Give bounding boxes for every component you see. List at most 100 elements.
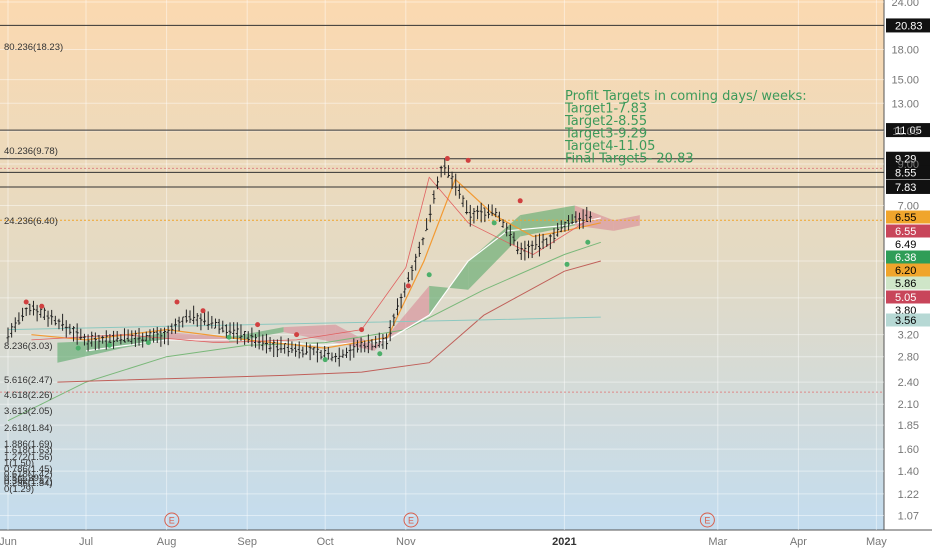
profit-target-annotation: Final Target5- 20.83 — [565, 152, 694, 167]
earnings-marker: E — [699, 512, 715, 528]
earnings-circle — [403, 512, 419, 528]
target-level-label: 20.83 — [895, 20, 923, 32]
y-tick-label: 1.85 — [898, 420, 919, 432]
x-tick-label: Apr — [790, 536, 807, 548]
target-level-badge-bg — [886, 18, 930, 33]
profit-target-annotation: Profit Targets in coming days/ weeks: — [565, 89, 807, 104]
ichimoku-cloud-segment — [613, 215, 640, 231]
price-badge-bg — [886, 276, 930, 290]
x-tick-label: Sep — [237, 536, 257, 548]
parabolic-sar-dot — [564, 261, 570, 267]
fib-level-label: 1(1.50) — [4, 458, 34, 469]
fib-level-label: 8.236(3.03) — [4, 341, 53, 352]
earnings-label: E — [704, 516, 710, 526]
fib-level-label: 0(1.29) — [4, 484, 34, 495]
parabolic-sar-dot — [585, 239, 591, 245]
parabolic-sar-dot — [405, 283, 411, 289]
profit-target-annotation: Target1-7.83 — [564, 102, 647, 117]
y-tick-label: 2.40 — [898, 377, 919, 389]
fib-level-label: 3.613(2.05) — [4, 406, 53, 417]
y-tick-label: 11.00 — [892, 126, 919, 138]
target-level-badge: 11.05 — [886, 123, 930, 138]
price-badge-label: 6.38 — [895, 252, 916, 264]
y-tick-label: 9.00 — [898, 159, 919, 171]
y-tick-label: 24.00 — [891, 0, 919, 9]
price-badge-label: 5.05 — [895, 292, 916, 304]
profit-target-annotation: Target2-8.55 — [564, 114, 647, 129]
target-level-label: 11.05 — [895, 125, 922, 137]
target-level-badge-bg — [886, 179, 930, 194]
parabolic-sar-dot — [377, 351, 383, 357]
target-level-badge-bg — [886, 165, 930, 180]
y-tick-label: 7.00 — [898, 200, 919, 212]
moving-average-green — [7, 241, 601, 422]
fib-level-label: 0.5(1.39) — [4, 473, 42, 484]
price-badge-bg — [886, 290, 930, 304]
profit-target-annotation: Target4-11.05 — [564, 139, 655, 154]
time-axis-panel — [0, 530, 932, 550]
price-badge-label: 5.86 — [895, 278, 916, 290]
fib-level-label: 4.618(2.26) — [4, 390, 53, 401]
parabolic-sar-dot — [465, 157, 471, 163]
price-badge: 6.38 — [886, 250, 930, 264]
target-level-badge: 7.83 — [886, 179, 930, 194]
fib-level-label: 80.236(18.23) — [4, 42, 63, 53]
price-badge: 3.56 — [886, 313, 930, 327]
target-level-badge: 20.83 — [886, 18, 930, 33]
target-level-badge: 9.29 — [886, 151, 930, 166]
parabolic-sar-dot — [517, 198, 523, 204]
ichimoku-cloud-segment — [229, 327, 284, 343]
price-badge-label: 6.55 — [895, 226, 916, 238]
target-level-label: 8.55 — [895, 167, 916, 179]
x-tick-label: Jul — [79, 536, 93, 548]
earnings-marker: E — [403, 512, 419, 528]
earnings-circle — [699, 512, 715, 528]
fib-level-label: 40.236(9.78) — [4, 146, 58, 157]
x-tick-label: Aug — [157, 536, 177, 548]
price-badge-label: 3.56 — [895, 315, 916, 327]
moving-average-white — [85, 217, 601, 352]
y-tick-label: 2.10 — [898, 399, 919, 411]
price-badge-bg — [886, 313, 930, 327]
earnings-circle — [164, 512, 180, 528]
x-tick-label: Nov — [396, 536, 416, 548]
y-tick-label: 1.40 — [898, 466, 919, 478]
y-tick-label: 3.20 — [898, 330, 919, 342]
parabolic-sar-dot — [106, 342, 112, 348]
y-tick-label: 1.07 — [898, 510, 919, 522]
parabolic-sar-dot — [23, 299, 29, 305]
parabolic-sar-dot — [426, 272, 432, 278]
target-level-badge: 8.55 — [886, 165, 930, 180]
y-tick-label: 1.60 — [898, 444, 919, 456]
price-badge-bg — [886, 250, 930, 264]
profit-target-annotation: Target3-9.29 — [564, 127, 647, 142]
x-tick-label: Oct — [317, 536, 334, 548]
parabolic-sar-dot — [174, 299, 180, 305]
parabolic-sar-dot — [444, 156, 450, 162]
earnings-label: E — [408, 516, 414, 526]
y-tick-label: 13.00 — [891, 98, 919, 110]
ichimoku-cloud-segment — [283, 324, 336, 343]
price-badge-label: 6.55 — [895, 212, 916, 224]
parabolic-sar-dot — [39, 303, 45, 309]
parabolic-sar-dot — [226, 334, 232, 340]
price-badge: 6.55 — [886, 210, 930, 224]
fib-level-label: 0.236(1.34) — [4, 478, 53, 489]
price-badge: 5.86 — [886, 276, 930, 290]
fib-level-label: 2.618(1.84) — [4, 423, 53, 434]
moving-average-teal — [7, 316, 601, 331]
price-badge-bg — [886, 224, 930, 238]
fib-level-label: 0.382(1.37) — [4, 476, 53, 487]
parabolic-sar-dot — [200, 308, 206, 314]
price-badge-bg — [886, 210, 930, 224]
parabolic-sar-dot — [322, 357, 328, 363]
earnings-marker: E — [164, 512, 180, 528]
fib-level-label: 0.786(1.45) — [4, 464, 53, 475]
ichimoku-cloud-segment — [374, 285, 430, 351]
price-badge-label: 6.20 — [895, 265, 916, 277]
y-tick-label: 1.22 — [898, 489, 919, 501]
fib-level-label: 1.886(1.69) — [4, 439, 53, 450]
parabolic-sar-dot — [491, 220, 497, 226]
target-level-badge-bg — [886, 123, 930, 138]
